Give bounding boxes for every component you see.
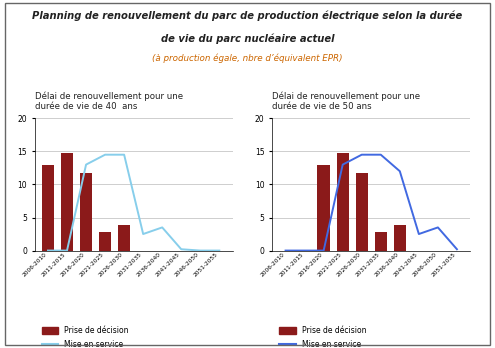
Text: de vie du parc nucléaire actuel: de vie du parc nucléaire actuel xyxy=(161,33,334,44)
Text: Délai de renouvellement pour une
durée de vie de 50 ans: Délai de renouvellement pour une durée d… xyxy=(272,92,420,111)
Bar xyxy=(99,232,111,251)
Bar xyxy=(118,226,130,251)
Bar xyxy=(375,232,387,251)
Legend: Prise de décision, Mise en service: Prise de décision, Mise en service xyxy=(39,323,132,348)
Bar xyxy=(355,173,368,251)
Text: Délai de renouvellement pour une
durée de vie de 40  ans: Délai de renouvellement pour une durée d… xyxy=(35,92,183,111)
Text: (à production égale, nbre d’équivalent EPR): (à production égale, nbre d’équivalent E… xyxy=(152,54,343,63)
Bar xyxy=(80,173,92,251)
Bar xyxy=(42,165,54,251)
Text: Planning de renouvellement du parc de production électrique selon la durée: Planning de renouvellement du parc de pr… xyxy=(32,10,463,21)
Bar xyxy=(394,226,406,251)
Bar xyxy=(337,153,349,251)
Bar xyxy=(317,165,330,251)
Bar xyxy=(61,153,73,251)
Legend: Prise de décision, Mise en service: Prise de décision, Mise en service xyxy=(276,323,370,348)
